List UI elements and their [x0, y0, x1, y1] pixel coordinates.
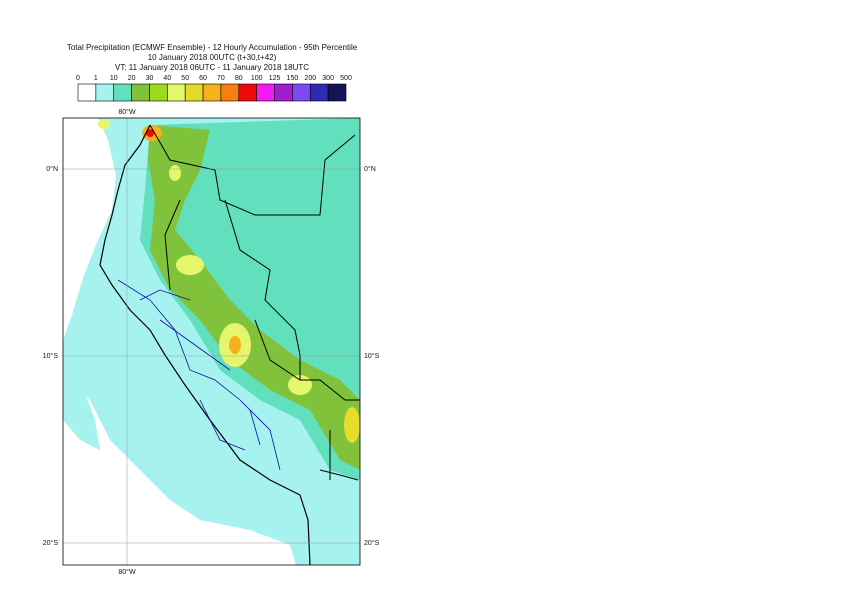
frame: [62, 117, 361, 566]
lat-label: 10°S: [364, 352, 380, 360]
legend-swatch: [167, 83, 186, 102]
lat-label: 20°S: [364, 539, 380, 547]
legend-label: 60: [199, 75, 207, 82]
lon-label: 80°W: [118, 568, 136, 576]
lon-label: 80°W: [118, 108, 136, 116]
high-precip: [169, 165, 181, 181]
high-precip: [98, 119, 110, 129]
legend-label: 300: [322, 75, 334, 82]
title: Total Precipitation (ECMWF Ensemble) - 1…: [67, 43, 358, 52]
legend-swatch: [238, 83, 257, 102]
legend-swatch: [202, 83, 222, 102]
legend-swatch: [256, 83, 275, 102]
legend-swatch: [131, 83, 150, 102]
legend-swatch: [309, 83, 329, 102]
legend-label: 100: [251, 75, 263, 82]
legend-swatch: [113, 83, 132, 102]
legend-swatch: [77, 83, 97, 102]
legend-swatch: [274, 83, 293, 102]
lat-label: 0°N: [364, 165, 376, 173]
map: 80°W 80°W 0°N 0°N 10°S 10°S 20°S 20°S: [43, 108, 380, 576]
legend: 0 1 10 20 30 40 50 60 70 80 100 125 150 200 300 500: [76, 75, 352, 102]
legend-label: 200: [304, 75, 316, 82]
legend-label: 125: [269, 75, 281, 82]
legend-swatch: [220, 83, 240, 102]
high-precip: [176, 255, 204, 275]
legend-label: 80: [235, 75, 243, 82]
legend-label: 50: [181, 75, 189, 82]
lat-label: 20°S: [43, 539, 59, 547]
legend-label: 40: [163, 75, 171, 82]
legend-label: 1: [94, 75, 98, 82]
coastline: [99, 124, 311, 566]
legend-swatch: [149, 83, 168, 102]
lat-label: 0°N: [46, 165, 58, 173]
legend-label: 500: [340, 75, 352, 82]
regions: [117, 279, 281, 471]
high-precip: [344, 407, 360, 443]
low-precip: [63, 380, 296, 565]
legend-swatch: [327, 83, 347, 102]
legend-swatch: [184, 83, 204, 102]
subtitle: 10 January 2018 00UTC (t+30,t+42): [148, 53, 277, 62]
high-precip: [229, 336, 241, 354]
legend-label: 150: [287, 75, 299, 82]
legend-label: 0: [76, 75, 80, 82]
low-precip: [63, 118, 116, 340]
high-precip: [146, 129, 154, 137]
valid-time: VT: 11 January 2018 06UTC - 11 January 2…: [115, 63, 309, 72]
legend-label: 10: [110, 75, 118, 82]
legend-swatch: [95, 83, 115, 102]
lat-label: 10°S: [43, 352, 59, 360]
legend-swatch: [292, 83, 311, 102]
legend-label: 30: [146, 75, 154, 82]
legend-label: 20: [128, 75, 136, 82]
legend-label: 70: [217, 75, 225, 82]
sea-patch: [63, 360, 100, 450]
borders: [149, 124, 360, 481]
